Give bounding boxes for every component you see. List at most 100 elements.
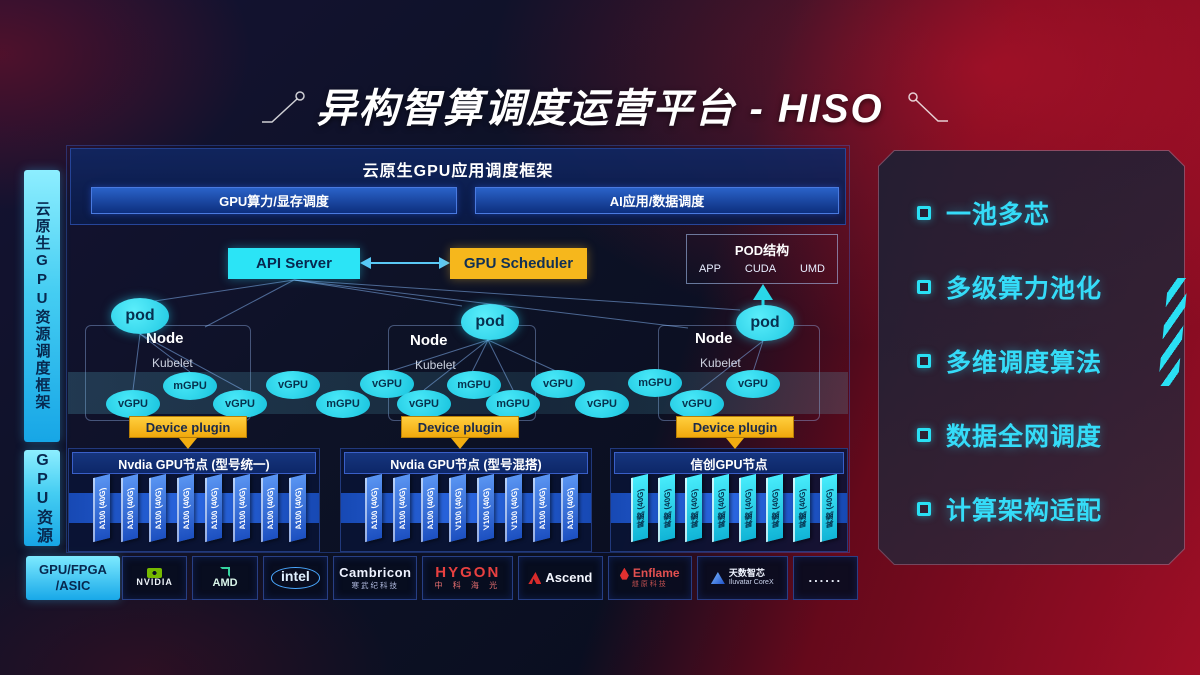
feature-item: 计算架构适配	[917, 491, 1128, 527]
feature-label: 计算架构适配	[946, 497, 1103, 525]
gpu-card: 昇腾 (40G)	[631, 473, 648, 543]
vendor-logo-row: NVIDIA AMD intel Cambricon 寒武纪科技 HYGON 中…	[122, 556, 858, 600]
gpu-ellipse: vGPU	[397, 390, 451, 418]
gpu-section-1-header: Nvdia GPU节点 (型号统一)	[72, 452, 316, 474]
app-scheduler-title: 云原生GPU应用调度框架	[362, 163, 554, 180]
device-plugin-2: Device plugin	[401, 416, 519, 438]
checkbox-icon	[917, 206, 931, 220]
gpu-card: V100 (40G)	[505, 473, 522, 543]
feature-label: 智算网络可观测	[946, 571, 1129, 599]
device-plugin-1: Device plugin	[129, 416, 247, 438]
main-diagram-frame	[66, 145, 850, 553]
page-title: 异构智算调度运营平台 - HISO	[316, 87, 884, 131]
checkbox-icon	[917, 280, 931, 294]
nvidia-logo-icon	[147, 568, 163, 579]
vendor-enflame: Enflame 燧原科技	[607, 556, 692, 600]
vendor-name: Ascend	[545, 569, 593, 585]
gpu-card: A100 (40G)	[93, 473, 110, 543]
gpu-ellipse: vGPU	[213, 390, 267, 418]
feature-label: 多维调度算法	[946, 349, 1103, 377]
node-3-kubelet: Kubelet	[700, 356, 741, 370]
feature-label: 一池多芯	[946, 201, 1051, 229]
gpu-section-nvidia-uniform: Nvdia GPU节点 (型号统一) A100 (40G) A100 (40G)…	[68, 448, 320, 552]
ascend-logo-icon	[528, 571, 542, 584]
feature-item: 多维调度算法	[917, 343, 1128, 379]
vendor-cambricon: Cambricon 寒武纪科技	[333, 556, 418, 600]
pod-ellipse-1: pod	[111, 298, 169, 334]
gpu-ellipse: vGPU	[726, 370, 780, 398]
app-scheduler-panel: 云原生GPU应用调度框架 GPU算力/显存调度 AI应用/数据调度	[70, 148, 846, 225]
node-2-label: Node	[410, 332, 448, 349]
pod-structure-title: POD结构	[734, 243, 790, 258]
pod-item-umd: UMD	[799, 263, 826, 275]
gpu-section-3-header: 信创GPU节点	[614, 452, 844, 474]
more-vendors-label: ......	[808, 569, 843, 585]
gpu-section-nvidia-mixed: Nvdia GPU节点 (型号混搭) A100 (40G) A100 (40G)…	[340, 448, 592, 552]
gpu-card: A100 (40G)	[561, 473, 578, 543]
gpu-card: A100 (40G)	[121, 473, 138, 543]
vendor-name: NVIDIA	[136, 577, 173, 588]
gpu-card: A100 (40G)	[261, 473, 278, 543]
vendor-ascend: Ascend	[518, 556, 603, 600]
gpu-card: A100 (40G)	[393, 473, 410, 543]
compute-memory-scheduling-bar: GPU算力/显存调度	[91, 187, 457, 214]
device-plugin-arrow-2	[451, 438, 469, 449]
checkbox-icon	[917, 354, 931, 368]
vendor-amd: AMD	[192, 556, 258, 600]
pod-ellipse-2: pod	[461, 304, 519, 340]
vendor-name: Cambricon	[339, 564, 412, 580]
gpu-ellipse: mGPU	[486, 390, 540, 418]
vendor-hygon: HYGON 中 科 海 光	[422, 556, 514, 600]
gpu-section-xinchuang: 信创GPU节点 昇腾 (40G) 昇腾 (40G) 昇腾 (40G) 昇腾 (4…	[610, 448, 848, 552]
gpu-ellipse: vGPU	[670, 390, 724, 418]
node-2-kubelet: Kubelet	[415, 358, 456, 372]
pod-ellipse-3: pod	[736, 305, 794, 341]
vendor-subtitle: 燧原科技	[631, 581, 668, 589]
vendor-subtitle: Iluvatar CoreX	[728, 579, 774, 587]
gpu-ellipse: mGPU	[163, 372, 217, 400]
ai-data-scheduling-bar: AI应用/数据调度	[475, 187, 839, 214]
gpu-card: A100 (40G)	[365, 473, 382, 543]
vendor-iluvatar: 天数智芯 Iluvatar CoreX	[696, 556, 788, 600]
gpu-ellipse: vGPU	[360, 370, 414, 398]
gpu-card: A100 (40G)	[177, 473, 194, 543]
feature-label: 数据全网调度	[946, 423, 1103, 451]
sidebar-label-hardware: GPU/FPGA /ASIC	[26, 556, 120, 600]
device-plugin-3: Device plugin	[676, 416, 794, 438]
gpu-ellipse: vGPU	[266, 371, 320, 399]
gpu-card: 昇腾 (40G)	[820, 473, 837, 543]
gpu-card: A100 (40G)	[149, 473, 166, 543]
gpu-card: A100 (40G)	[289, 473, 306, 543]
gpu-card: V100 (40G)	[477, 473, 494, 543]
feature-item: 多级算力池化	[917, 269, 1128, 305]
device-plugin-arrow-1	[179, 438, 197, 449]
gpu-section-2-header: Nvdia GPU节点 (型号混搭)	[344, 452, 588, 474]
features-panel: 一池多芯 多级算力池化 多维调度算法 数据全网调度 计算架构适配	[878, 150, 1185, 565]
feature-item: 数据全网调度	[917, 417, 1128, 453]
gpu-ellipse: mGPU	[316, 390, 370, 418]
node-1-kubelet: Kubelet	[152, 356, 193, 370]
features-panel-inner: 一池多芯 多级算力池化 多维调度算法 数据全网调度 计算架构适配	[879, 151, 1184, 564]
node-3-label: Node	[695, 330, 733, 347]
checkbox-icon	[917, 576, 931, 590]
feature-item: 智算网络可观测	[917, 565, 1128, 601]
vendor-name: Enflame	[632, 566, 680, 581]
gpu-card: 昇腾 (40G)	[685, 473, 702, 543]
vendor-subtitle: 中 科 海 光	[434, 581, 502, 591]
feature-item: 一池多芯	[917, 195, 1128, 231]
sidebar-label-framework: 云原生GPU资源调度框架	[24, 170, 60, 442]
gpu-card: V100 (40G)	[449, 473, 466, 543]
iluvatar-logo-icon	[710, 571, 725, 584]
device-plugin-arrow-3	[726, 438, 744, 449]
vendor-more: ......	[792, 556, 858, 600]
gpu-card: A100 (40G)	[533, 473, 550, 543]
vendor-nvidia: NVIDIA	[122, 556, 188, 600]
intel-logo: intel	[271, 567, 320, 589]
pod-structure-box: POD结构 APP CUDA UMD	[686, 234, 838, 284]
hardware-label-line1: GPU/FPGA	[39, 561, 107, 577]
gpu-ellipse: vGPU	[106, 390, 160, 418]
pod-item-cuda: CUDA	[744, 263, 777, 275]
gpu-card: 昇腾 (40G)	[658, 473, 675, 543]
vendor-name: 天数智芯	[728, 568, 765, 579]
